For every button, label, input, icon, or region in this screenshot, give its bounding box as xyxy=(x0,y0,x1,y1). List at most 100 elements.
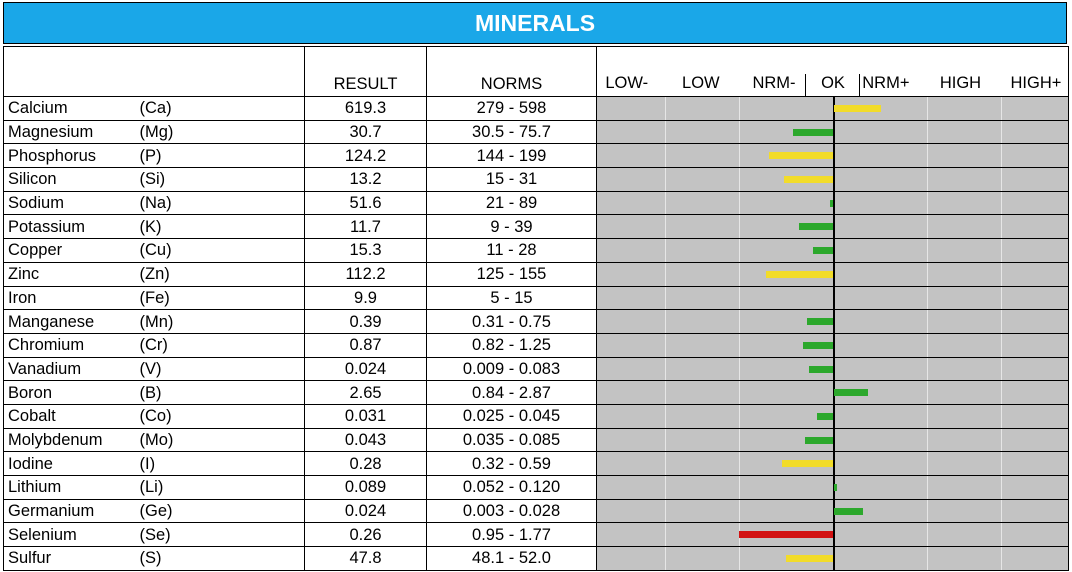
mineral-symbol: (Zn) xyxy=(139,261,305,287)
deviation-bar xyxy=(782,460,833,468)
grid-line xyxy=(927,310,929,333)
mineral-result: 2.65 xyxy=(304,380,427,405)
deviation-bar-cell xyxy=(596,522,1069,548)
grid-line xyxy=(665,97,667,120)
mineral-norms: 30.5 - 75.7 xyxy=(426,119,597,145)
header-row: RESULT NORMS LOW- LOW NRM- OK NRM+ HIGH HIGH+ xyxy=(3,46,1069,97)
table-row: Copper (Cu) 15.3 11 - 28 xyxy=(3,238,1069,263)
mineral-name: Chromium xyxy=(3,332,140,358)
mineral-symbol: (I) xyxy=(139,451,305,476)
grid-line xyxy=(1000,192,1002,214)
center-line xyxy=(833,547,835,570)
mineral-result: 0.031 xyxy=(304,403,427,429)
grid-line xyxy=(738,168,740,191)
deviation-bar xyxy=(834,507,863,515)
grid-line xyxy=(665,381,667,404)
deviation-bar-cell xyxy=(596,451,1069,476)
grid-line xyxy=(927,215,929,238)
grid-line xyxy=(927,500,929,522)
deviation-bar-cell xyxy=(596,475,1069,500)
deviation-bar xyxy=(808,365,833,373)
grid-line xyxy=(738,121,740,143)
grid-line xyxy=(738,192,740,214)
deviation-bar-cell xyxy=(596,143,1069,169)
mineral-name: Calcium xyxy=(3,96,140,121)
table-row: Sodium (Na) 51.6 21 - 89 xyxy=(3,190,1069,216)
mineral-norms: 9 - 39 xyxy=(426,214,597,240)
table-row: Selenium (Se) 0.26 0.95 - 1.77 xyxy=(3,522,1069,548)
mineral-result: 112.2 xyxy=(304,261,427,287)
mineral-result: 0.28 xyxy=(304,451,427,476)
grid-line xyxy=(927,121,929,143)
center-line xyxy=(833,334,835,357)
table-row: Manganese (Mn) 0.39 0.31 - 0.75 xyxy=(3,309,1069,334)
table-row: Germanium (Ge) 0.024 0.003 - 0.028 xyxy=(3,498,1069,524)
grid-line xyxy=(665,168,667,191)
grid-line xyxy=(927,334,929,357)
mineral-symbol: (Cu) xyxy=(139,238,305,263)
deviation-bar xyxy=(834,105,882,112)
grid-line xyxy=(738,452,740,475)
mineral-symbol: (Na) xyxy=(139,190,305,216)
grid-line xyxy=(927,452,929,475)
grid-line xyxy=(927,97,929,120)
grid-line xyxy=(1000,452,1002,475)
center-line xyxy=(833,358,835,380)
mineral-result: 13.2 xyxy=(304,167,427,192)
scale-label-high: HIGH xyxy=(939,74,982,92)
deviation-bar xyxy=(784,176,833,184)
grid-line xyxy=(665,476,667,499)
center-line xyxy=(833,310,835,333)
center-line xyxy=(833,452,835,475)
mineral-norms: 0.009 - 0.083 xyxy=(426,356,597,382)
deviation-bar-cell xyxy=(596,238,1069,263)
grid-line xyxy=(1000,168,1002,191)
grid-line xyxy=(927,263,929,286)
grid-line xyxy=(1000,310,1002,333)
mineral-symbol: (Ca) xyxy=(139,96,305,121)
deviation-bar xyxy=(738,531,833,539)
center-line xyxy=(833,239,835,262)
mineral-name: Zinc xyxy=(3,261,140,287)
deviation-bar-cell xyxy=(596,285,1069,311)
mineral-result: 9.9 xyxy=(304,285,427,311)
deviation-bar-cell xyxy=(596,356,1069,382)
grid-line xyxy=(738,263,740,286)
deviation-bar xyxy=(834,484,838,491)
grid-line xyxy=(927,168,929,191)
scale-separator xyxy=(804,74,806,96)
grid-line xyxy=(1000,121,1002,143)
deviation-bar xyxy=(792,128,833,136)
grid-line xyxy=(927,286,929,309)
mineral-result: 15.3 xyxy=(304,238,427,263)
table-row: Magnesium (Mg) 30.7 30.5 - 75.7 xyxy=(3,119,1069,145)
grid-line xyxy=(665,144,667,167)
mineral-name: Iron xyxy=(3,285,140,311)
deviation-bar-cell xyxy=(596,119,1069,145)
mineral-symbol: (S) xyxy=(139,546,305,571)
deviation-bar xyxy=(816,412,833,420)
grid-line xyxy=(738,476,740,499)
mineral-name: Boron xyxy=(3,380,140,405)
scale-label-ok: OK xyxy=(821,74,845,92)
grid-line xyxy=(665,452,667,475)
mineral-name: Copper xyxy=(3,238,140,263)
mineral-symbol: (Cr) xyxy=(139,332,305,358)
center-line xyxy=(833,144,835,167)
center-line xyxy=(833,500,835,522)
mineral-result: 0.024 xyxy=(304,356,427,382)
mineral-name: Vanadium xyxy=(3,356,140,382)
grid-line xyxy=(738,358,740,380)
grid-line xyxy=(738,381,740,404)
table-row: Sulfur (S) 47.8 48.1 - 52.0 xyxy=(3,546,1069,571)
grid-line xyxy=(738,500,740,522)
deviation-bar-cell xyxy=(596,309,1069,334)
grid-line xyxy=(1000,358,1002,380)
center-line xyxy=(833,121,835,143)
grid-line xyxy=(927,192,929,214)
grid-line xyxy=(927,429,929,451)
mineral-name: Silicon xyxy=(3,167,140,192)
grid-line xyxy=(1000,476,1002,499)
scale-label-high-plus: HIGH+ xyxy=(1010,74,1062,92)
center-line xyxy=(833,429,835,451)
